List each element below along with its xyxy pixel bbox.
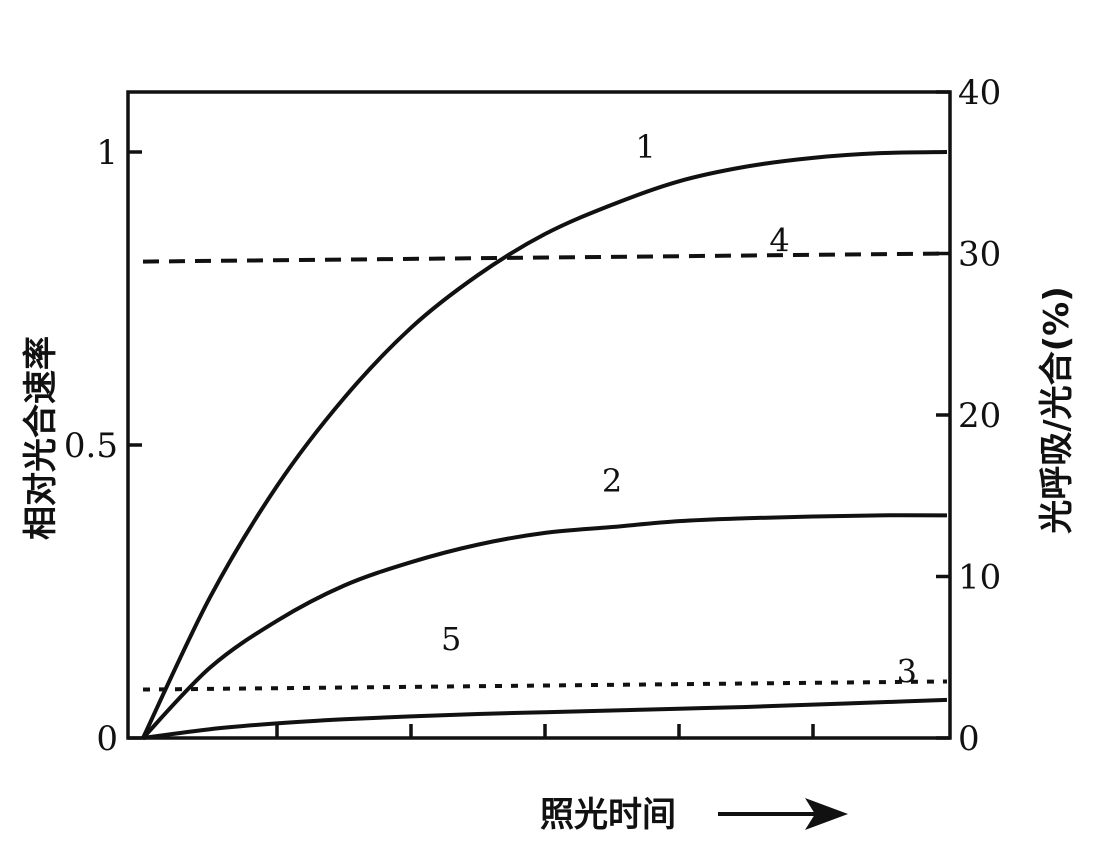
x-axis-title-group: 照光时间 (540, 795, 848, 835)
series-line-5 (142, 679, 948, 692)
series-line-1 (141, 150, 948, 739)
curve-label-4: 4 (769, 222, 789, 260)
curve-label-5: 5 (441, 620, 461, 658)
series-line-4 (142, 251, 948, 264)
y-axis-right-title: 光呼吸/光合(%) (1037, 286, 1077, 534)
left-tick-label-0: 0 (96, 719, 118, 759)
curve-label-2: 2 (602, 462, 622, 500)
curve-label-3: 3 (897, 652, 917, 690)
x-axis-arrow-head (805, 798, 848, 830)
right-tick-label-4: 40 (958, 73, 1001, 113)
series-line-2 (141, 513, 948, 740)
right-tick-label-3: 30 (958, 235, 1001, 275)
right-tick-label-0: 0 (958, 719, 980, 759)
left-tick-label-2: 1 (96, 133, 118, 173)
right-tick-label-2: 20 (958, 396, 1001, 436)
curve-label-1: 1 (635, 128, 655, 166)
y-axis-left-title: 相对光合速率 (21, 336, 61, 540)
x-axis-title: 照光时间 (540, 795, 676, 835)
left-tick-label-1: 0.5 (64, 426, 118, 466)
right-tick-label-1: 10 (958, 558, 1001, 598)
series-line-3 (142, 697, 948, 740)
plot-frame (126, 90, 952, 740)
